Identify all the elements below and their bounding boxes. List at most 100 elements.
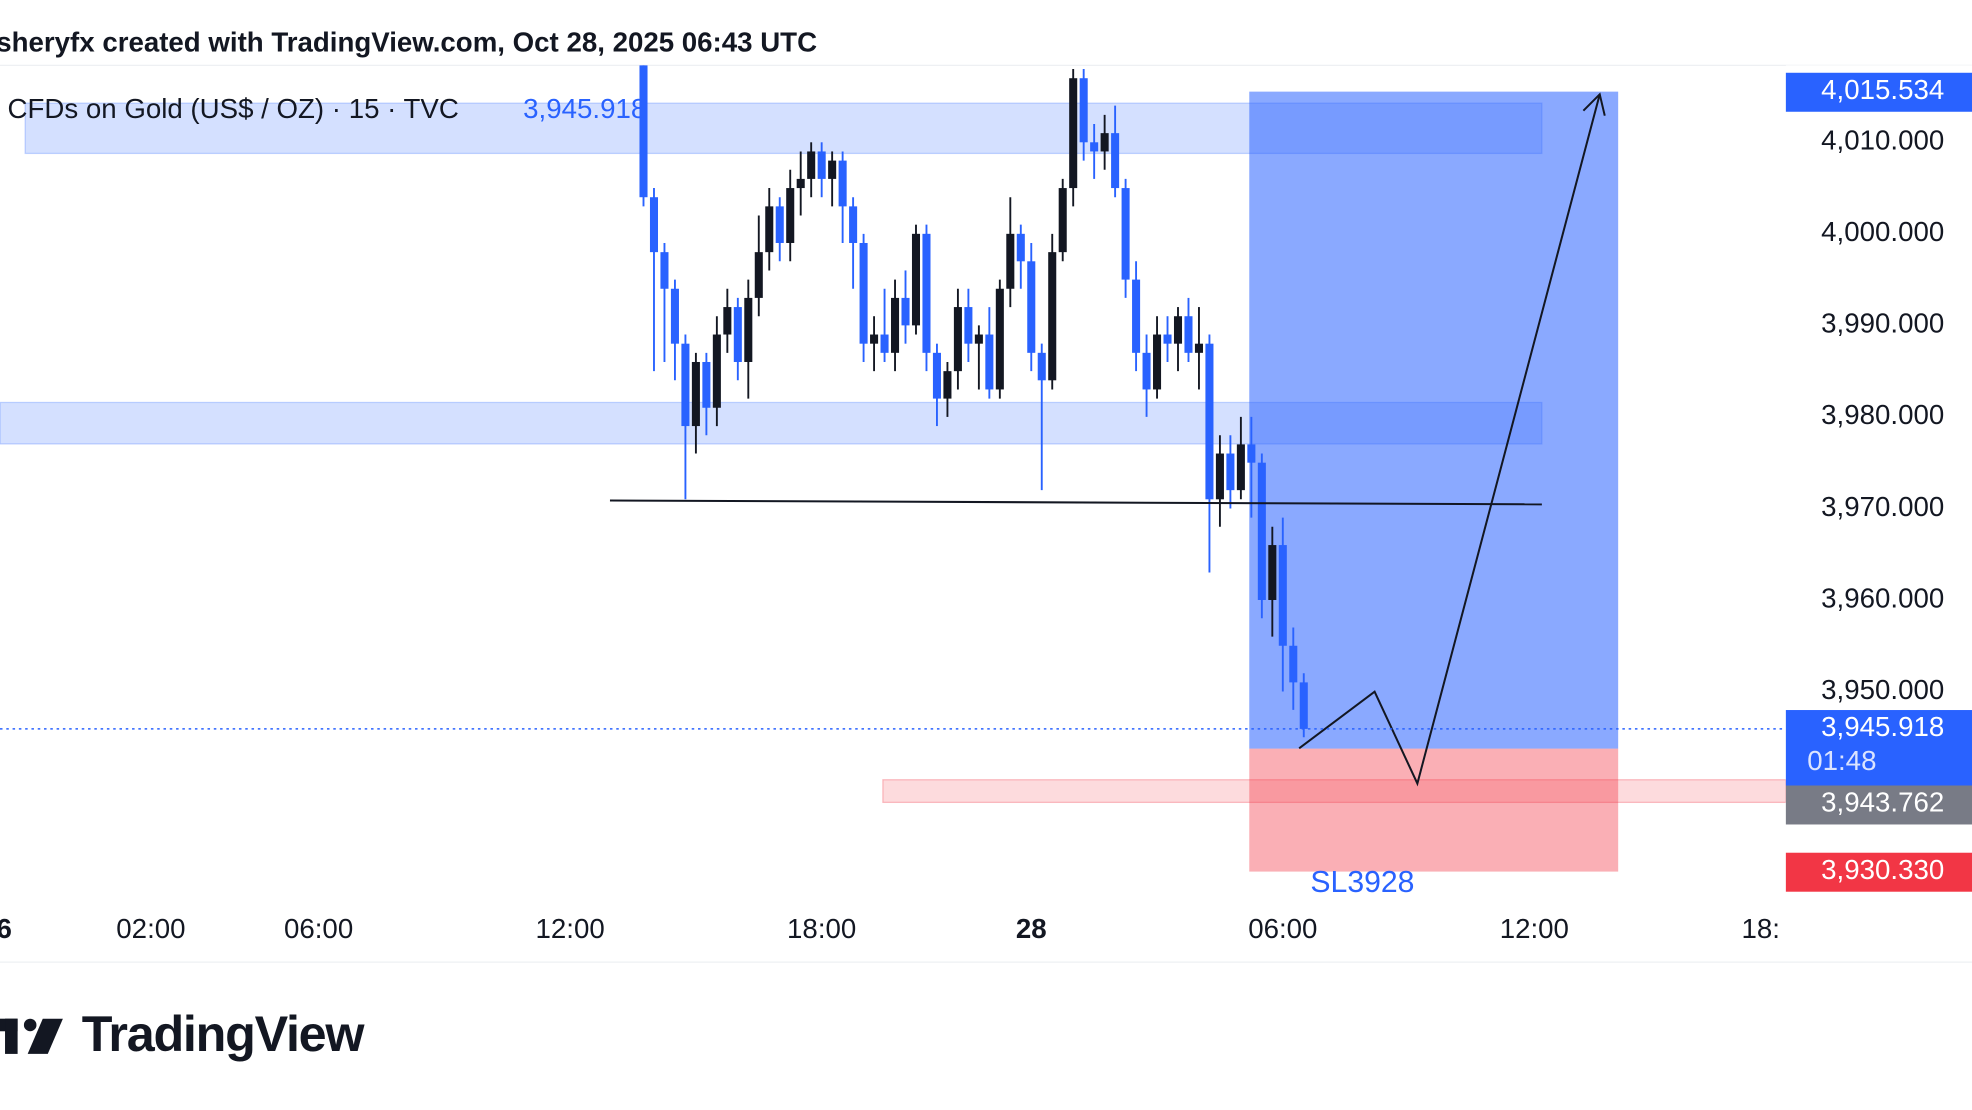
logo-dot: [23, 1018, 37, 1032]
candle-body: [911, 233, 921, 326]
candle-body: [723, 307, 732, 335]
y-tick-label: 3,960.000: [1821, 582, 1944, 613]
stop-badge-bg: [1785, 852, 1972, 892]
candle-body: [891, 297, 900, 353]
y-tick-label: 3,970.000: [1821, 491, 1944, 522]
candle-body: [1069, 78, 1078, 189]
entry-badge-bg: [1785, 785, 1972, 825]
projection-arrow: [1298, 94, 1601, 787]
candle-body: [870, 334, 879, 344]
candle-body: [681, 343, 690, 427]
x-tick-label: 02:00: [116, 913, 185, 944]
candle-body: [733, 307, 742, 362]
candle-body: [953, 307, 962, 372]
candle-body: [995, 288, 1004, 390]
candle-body: [880, 334, 889, 353]
brand: TradingView: [82, 1005, 366, 1062]
candle-body: [964, 307, 973, 344]
candle-body: [1058, 188, 1067, 253]
candle-body: [1163, 334, 1172, 344]
stop-zone: [1249, 748, 1619, 872]
candle-body: [943, 371, 952, 399]
candle-body: [1142, 352, 1151, 390]
red-zone: [882, 779, 1786, 804]
candle-body: [1006, 233, 1015, 289]
candle-body: [649, 197, 659, 253]
candle-body: [1100, 133, 1109, 152]
last-price-badge: 3,945.918: [1821, 711, 1944, 742]
candle-body: [1153, 334, 1162, 390]
x-tick-label: 28: [1016, 913, 1047, 944]
candle-body: [744, 297, 753, 362]
candle-body: [796, 178, 805, 189]
candle-body: [691, 361, 700, 427]
x-tick-label: 06:00: [1248, 913, 1317, 944]
candle-body: [901, 297, 910, 326]
candle-body: [1016, 233, 1025, 262]
candle-body: [1205, 343, 1214, 500]
candle-body: [670, 288, 679, 344]
candle-body: [1048, 252, 1057, 381]
author-line: sheryfx created with TradingView.com, Oc…: [0, 26, 817, 57]
target-zone: [1249, 91, 1619, 749]
neckline: [609, 499, 1542, 506]
candle-body: [1184, 316, 1193, 353]
candle-body: [754, 252, 763, 298]
candle-body: [1226, 453, 1235, 491]
candle-body: [1268, 545, 1277, 600]
candle-body: [1132, 279, 1141, 353]
target-badge-bg: [1785, 72, 1972, 112]
candle-body: [702, 361, 711, 408]
candle-body: [1121, 188, 1130, 280]
candles: [639, 65, 1308, 738]
candle-body: [1215, 453, 1224, 500]
logo: [0, 1018, 63, 1054]
candle-body: [838, 160, 847, 207]
candle-body: [922, 233, 931, 353]
candle-body: [828, 160, 837, 179]
entry-badge: 3,943.762: [1821, 787, 1944, 818]
y-tick-label: 4,010.000: [1821, 125, 1944, 156]
candle-body: [786, 188, 795, 243]
candle-body: [1236, 444, 1245, 491]
symbol-price: 3,945.918: [523, 93, 646, 124]
candle-body: [639, 65, 648, 198]
candle-body: [765, 206, 774, 253]
logo-stem: [5, 1018, 18, 1054]
candle-body: [1079, 78, 1088, 143]
stop-badge: 3,930.330: [1821, 854, 1944, 885]
candle-body: [1027, 261, 1036, 353]
y-tick-label: 3,990.000: [1821, 308, 1944, 339]
candle-body: [932, 352, 941, 399]
candle-body: [1299, 682, 1308, 729]
x-tick-label: 18:00: [787, 913, 856, 944]
logo-slash: [27, 1018, 63, 1054]
candle-body: [807, 151, 816, 179]
candle-body: [859, 242, 868, 344]
y-tick-label: 3,950.000: [1821, 674, 1944, 705]
candle-body: [1037, 352, 1046, 381]
annotations: [609, 92, 1606, 787]
candle-body: [985, 334, 994, 390]
candle-body: [1278, 545, 1287, 646]
countdown: 01:48: [1807, 745, 1876, 776]
target-badge: 4,015.534: [1821, 74, 1944, 105]
candle-body: [660, 252, 669, 289]
x-tick-label: 6: [0, 913, 12, 944]
candle-body: [817, 151, 826, 179]
long-position: SL3928: [1249, 91, 1619, 899]
candle-body: [1173, 316, 1183, 344]
arrow-head: [1582, 92, 1606, 116]
y-tick-label: 4,000.000: [1821, 216, 1944, 247]
x-tick-label: 12:00: [1500, 913, 1569, 944]
x-tick-label: 12:00: [536, 913, 605, 944]
candle-body: [1247, 444, 1256, 463]
candle-body: [712, 334, 721, 408]
candle-body: [849, 206, 858, 243]
candle-body: [1257, 462, 1266, 600]
candle-body: [1289, 645, 1298, 683]
x-tick-label: 06:00: [284, 913, 353, 944]
